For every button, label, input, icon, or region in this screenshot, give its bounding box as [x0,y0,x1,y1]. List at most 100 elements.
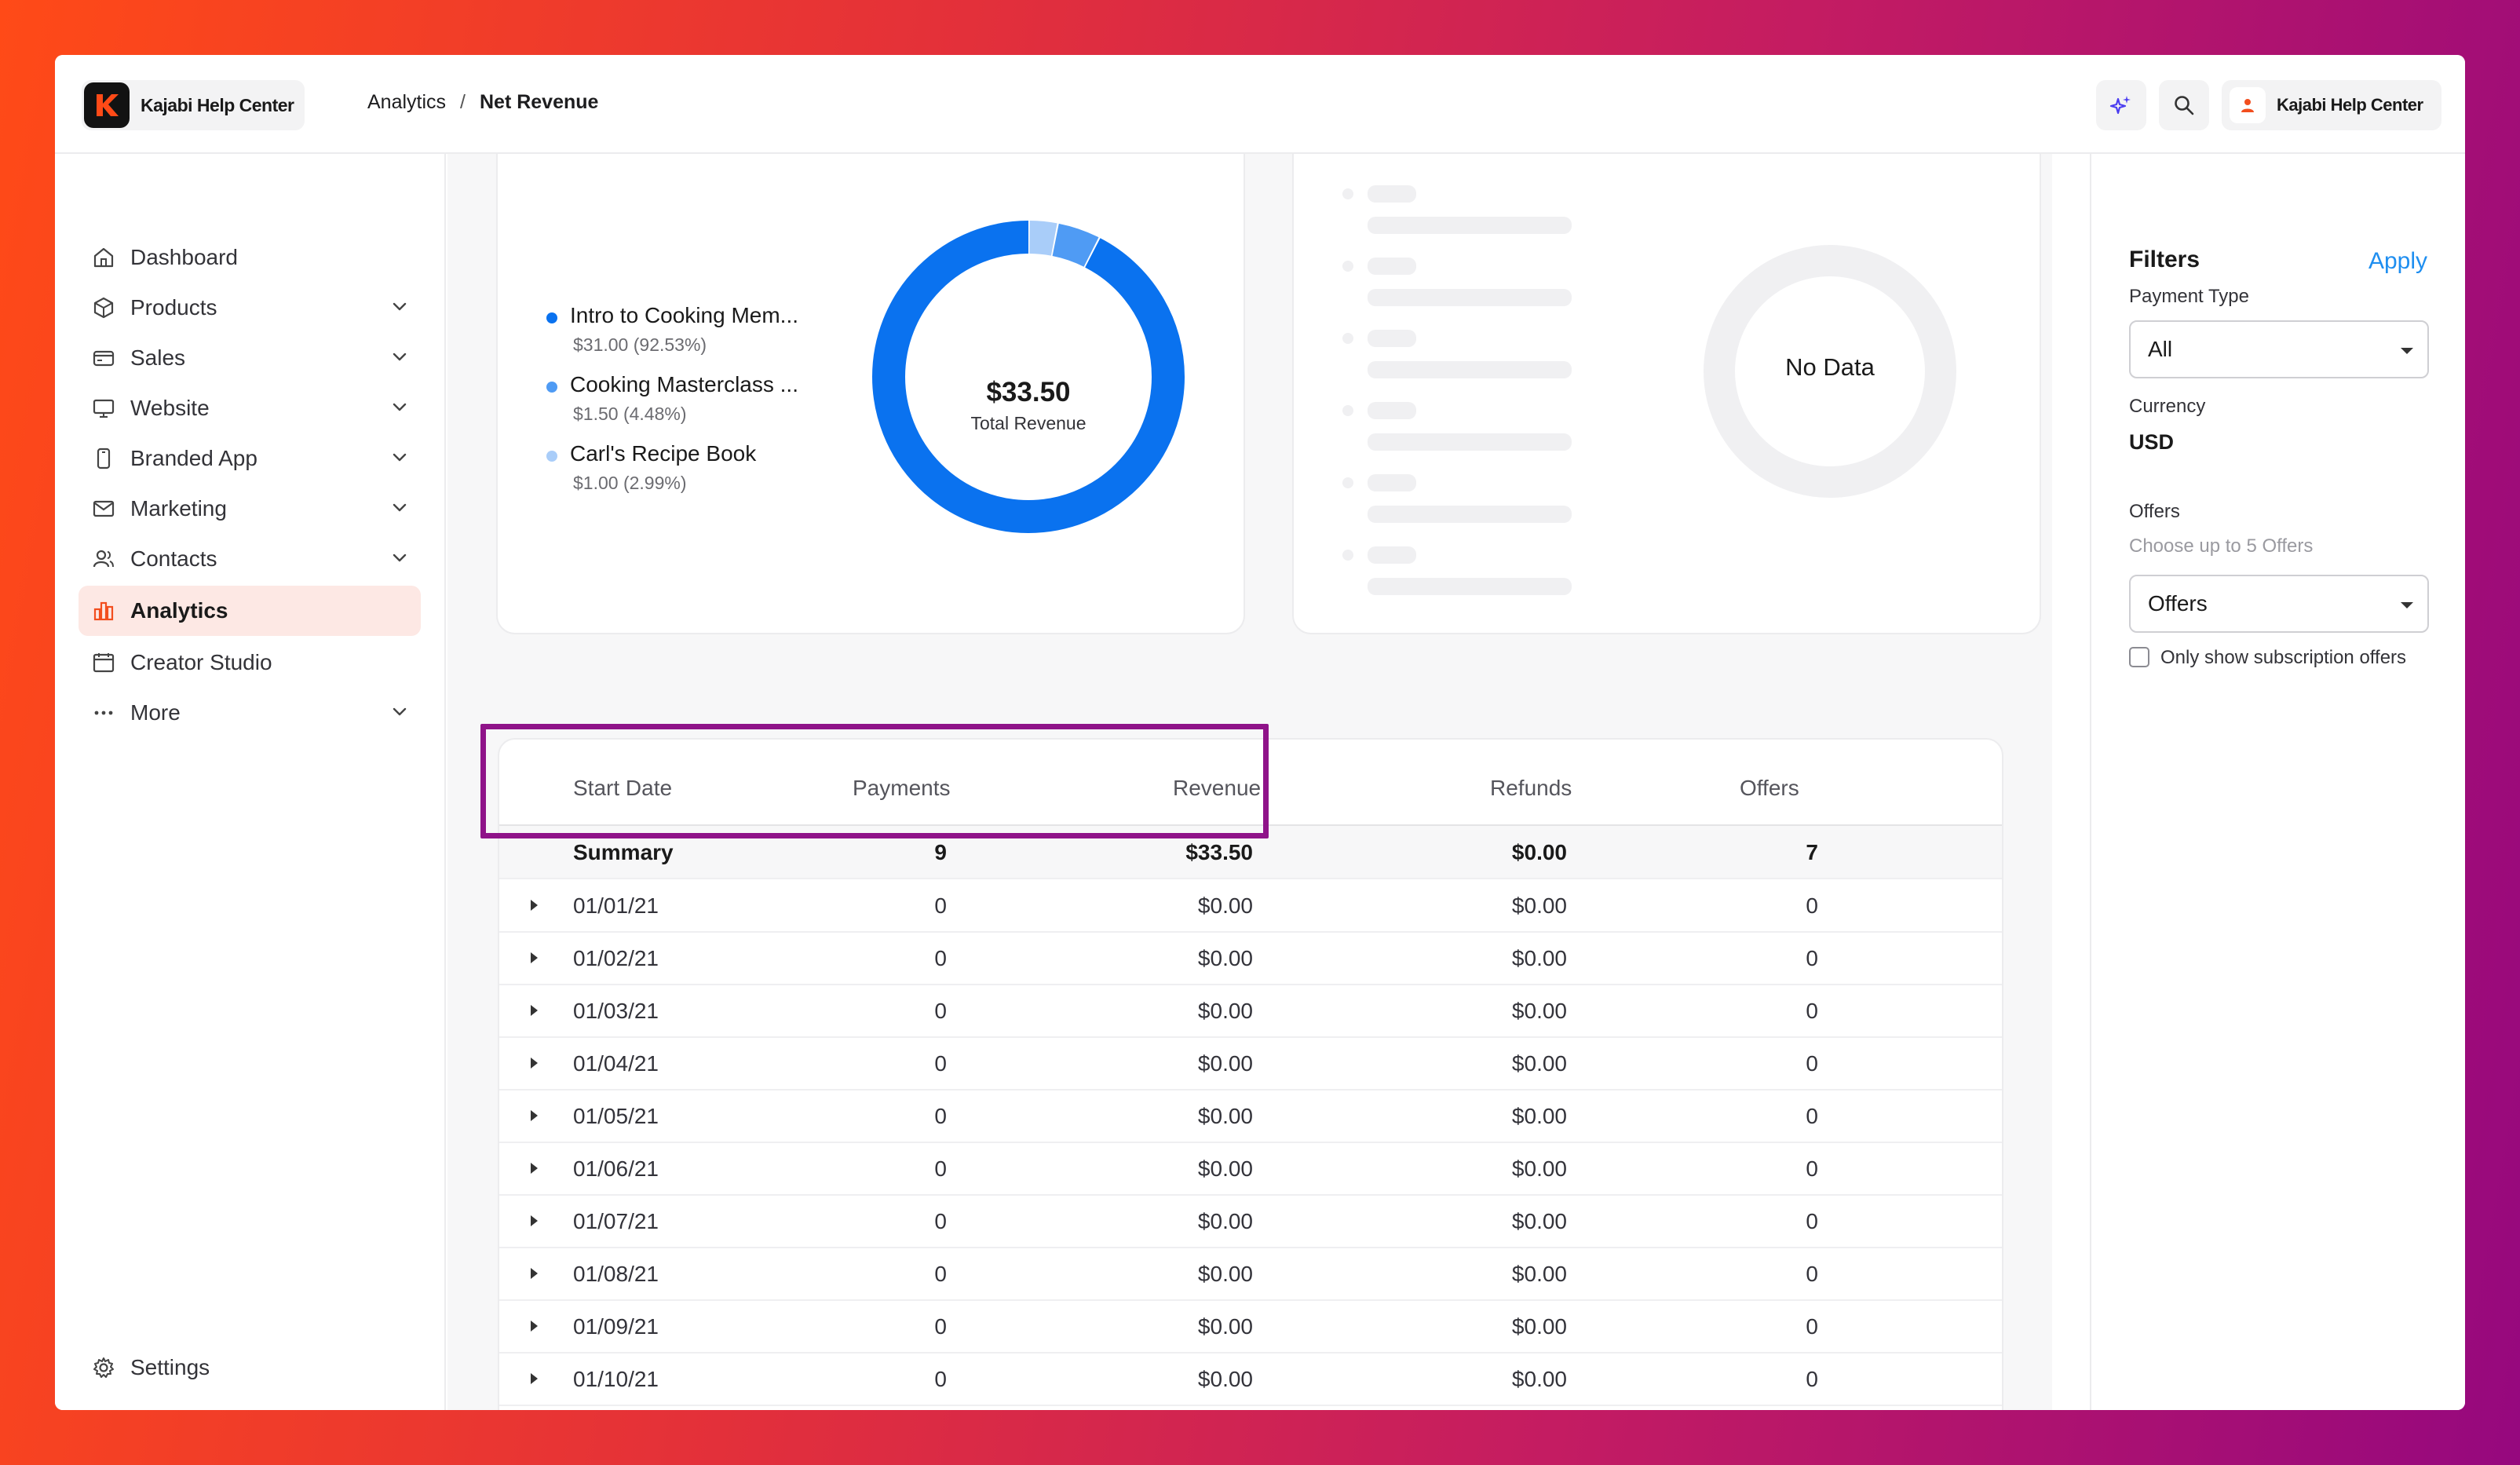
row-revenue: $0.00 [1197,946,1253,970]
table-row[interactable]: 01/07/21 0 $0.00 $0.00 0 [499,1195,2002,1248]
account-menu-button[interactable]: Kajabi Help Center [2222,80,2441,130]
row-revenue: $0.00 [1197,1051,1253,1076]
table-row[interactable]: 01/06/21 0 $0.00 $0.00 0 [499,1142,2002,1196]
calendar-icon [89,648,118,677]
payment-type-label: Payment Type [2129,286,2249,307]
row-payments: 0 [934,1314,947,1339]
column-header-revenue[interactable]: Revenue [1173,776,1262,800]
expand-row-icon[interactable] [531,1058,538,1069]
summary-row: Summary 9 $33.50 $0.00 7 [499,826,2002,879]
legend-name: Cooking Masterclass ... [570,372,798,396]
subscription-only-checkbox[interactable] [2129,647,2149,667]
offers-label: Offers [2129,501,2180,522]
row-date: 01/10/21 [573,1367,659,1391]
search-button[interactable] [2159,80,2209,130]
expand-row-icon[interactable] [531,1005,538,1016]
sidebar: Dashboard Products Sales Website [55,154,446,1410]
row-date: 01/02/21 [573,946,659,970]
table-row[interactable]: 01/03/21 0 $0.00 $0.00 0 [499,985,2002,1038]
table-row[interactable]: 01/08/21 0 $0.00 $0.00 0 [499,1248,2002,1301]
box-icon [89,294,118,322]
sidebar-item-branded-app[interactable]: Branded App [79,433,421,484]
row-offers: 0 [1806,1314,1818,1339]
apply-filters-button[interactable]: Apply [2368,248,2427,274]
revenue-breakdown-card: Intro to Cooking Mem... $31.00 (92.53%) … [496,154,1245,634]
row-revenue: $0.00 [1197,999,1253,1023]
row-date: 01/09/21 [573,1314,659,1339]
table-row[interactable]: 01/01/21 0 $0.00 $0.00 0 [499,879,2002,933]
subscription-only-label: Only show subscription offers [2160,647,2407,668]
row-payments: 0 [934,893,947,918]
brand-switcher[interactable]: Kajabi Help Center [82,80,305,130]
chevron-down-icon [393,707,407,716]
expand-row-icon[interactable] [531,1268,538,1279]
account-name: Kajabi Help Center [2277,95,2423,115]
row-offers: 0 [1806,1104,1818,1128]
sidebar-item-sales[interactable]: Sales [79,333,421,383]
row-revenue: $0.00 [1197,893,1253,918]
sidebar-item-label: Sales [130,345,186,370]
sidebar-item-analytics[interactable]: Analytics [79,586,421,636]
total-revenue-value: $33.50 [986,377,1071,407]
expand-row-icon[interactable] [531,1321,538,1332]
sidebar-item-more[interactable]: More [79,688,421,738]
sidebar-item-creator-studio[interactable]: Creator Studio [79,638,421,688]
row-payments: 0 [934,999,947,1023]
row-refunds: $0.00 [1511,1051,1567,1076]
sidebar-item-label: Dashboard [130,245,238,269]
sidebar-item-products[interactable]: Products [79,283,421,333]
row-payments: 0 [934,1104,947,1128]
expand-row-icon[interactable] [531,1215,538,1226]
expand-row-icon[interactable] [531,900,538,911]
expand-row-icon[interactable] [531,1110,538,1121]
table-row[interactable]: 01/05/21 0 $0.00 $0.00 0 [499,1090,2002,1143]
table-row[interactable]: 01/02/21 0 $0.00 $0.00 0 [499,932,2002,985]
row-refunds: $0.00 [1511,893,1567,918]
summary-payments: 9 [934,840,947,864]
kajabi-logo-icon [84,82,130,128]
legend-dot [546,382,557,393]
column-header-offers[interactable]: Offers [1740,776,1799,800]
legend-dot [546,312,557,323]
ai-assistant-button[interactable] [2096,80,2146,130]
column-header-refunds[interactable]: Refunds [1490,776,1572,800]
user-avatar-icon [2230,87,2266,123]
top-bar: Kajabi Help Center Analytics / Net Reven… [55,55,2465,154]
sidebar-item-settings[interactable]: Settings [79,1343,421,1393]
sidebar-item-dashboard[interactable]: Dashboard [79,232,421,283]
row-revenue: $0.00 [1197,1367,1253,1391]
row-refunds: $0.00 [1511,1209,1567,1233]
home-icon [89,243,118,272]
offers-select[interactable]: Offers [2129,575,2429,633]
donut-slice[interactable] [872,221,1185,533]
table-row[interactable]: 01/10/21 0 $0.00 $0.00 0 [499,1353,2002,1406]
row-refunds: $0.00 [1511,1314,1567,1339]
expand-row-icon[interactable] [531,952,538,963]
row-refunds: $0.00 [1511,1156,1567,1181]
sparkle-icon [2109,96,2131,115]
sidebar-item-website[interactable]: Website [79,383,421,433]
row-payments: 0 [934,1367,947,1391]
breadcrumb-analytics[interactable]: Analytics [367,91,447,113]
expand-row-icon[interactable] [531,1163,538,1174]
empty-chart-card: No Data [1292,154,2041,634]
table-row[interactable]: 01/04/21 0 $0.00 $0.00 0 [499,1037,2002,1091]
table-row[interactable]: 01/09/21 0 $0.00 $0.00 0 [499,1300,2002,1354]
row-offers: 0 [1806,893,1818,918]
row-payments: 0 [934,946,947,970]
sidebar-item-label: More [130,700,181,725]
main-content: Intro to Cooking Mem... $31.00 (92.53%) … [447,154,2052,1410]
total-revenue-label: Total Revenue [970,413,1087,433]
revenue-donut-chart [872,221,1185,533]
caret-down-icon [2401,602,2413,608]
row-payments: 0 [934,1051,947,1076]
payment-type-select[interactable]: All [2129,320,2429,378]
chevron-down-icon [393,503,407,512]
sidebar-item-contacts[interactable]: Contacts [79,534,421,584]
breadcrumb-current: Net Revenue [480,91,599,113]
row-offers: 0 [1806,1156,1818,1181]
sidebar-item-marketing[interactable]: Marketing [79,484,421,534]
column-header-start-date[interactable]: Start Date [573,776,673,800]
column-header-payments[interactable]: Payments [853,776,951,800]
expand-row-icon[interactable] [531,1373,538,1384]
